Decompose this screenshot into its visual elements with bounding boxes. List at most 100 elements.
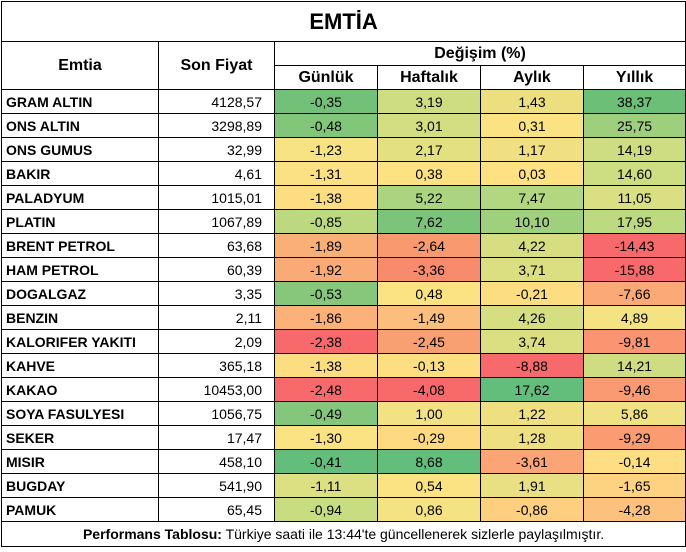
daily-change: -1,31 <box>274 161 378 186</box>
header-last-price: Son Fiyat <box>158 41 275 90</box>
last-price: 10453,00 <box>158 377 275 402</box>
yearly-change: -14,43 <box>582 233 686 258</box>
monthly-change: -3,61 <box>480 449 584 474</box>
table-row: PLATIN 1067,89 -0,85 7,62 10,10 17,95 <box>1 209 686 234</box>
yearly-change: -9,46 <box>582 377 686 402</box>
monthly-change: 4,22 <box>480 233 584 258</box>
daily-change: -0,94 <box>274 497 378 522</box>
last-price: 1056,75 <box>158 401 275 426</box>
table-title: EMTİA <box>0 1 686 42</box>
commodity-name: BAKIR <box>1 161 159 186</box>
monthly-change: -8,88 <box>480 353 584 378</box>
commodity-name: BUGDAY <box>1 473 159 498</box>
last-price: 17,47 <box>158 425 275 450</box>
monthly-change: 1,28 <box>480 425 584 450</box>
weekly-change: 0,38 <box>377 161 481 186</box>
yearly-change: -9,81 <box>582 329 686 354</box>
daily-change: -0,49 <box>274 401 378 426</box>
yearly-change: -7,66 <box>582 281 686 306</box>
weekly-change: 5,22 <box>377 185 481 210</box>
footer-text: Türkiye saati ile 13:44'te güncellenerek… <box>221 526 605 542</box>
yearly-change: 11,05 <box>582 185 686 210</box>
yearly-change: -4,28 <box>582 497 686 522</box>
commodity-name: BENZIN <box>1 305 159 330</box>
daily-change: -0,41 <box>274 449 378 474</box>
commodity-name: GRAM ALTIN <box>1 89 159 114</box>
weekly-change: 2,17 <box>377 137 481 162</box>
table-row: BAKIR 4,61 -1,31 0,38 0,03 14,60 <box>1 161 686 186</box>
daily-change: -1,38 <box>274 353 378 378</box>
weekly-change: 8,68 <box>377 449 481 474</box>
monthly-change: 4,26 <box>480 305 584 330</box>
table-row: KALORIFER YAKITI 2,09 -2,38 -2,45 3,74 -9,81 <box>1 329 686 354</box>
commodity-name: ONS GUMUS <box>1 137 159 162</box>
commodity-name: HAM PETROL <box>1 257 159 282</box>
commodity-name: PAMUK <box>1 497 159 522</box>
monthly-change: 1,91 <box>480 473 584 498</box>
table-row: GRAM ALTIN 4128,57 -0,35 3,19 1,43 38,37 <box>1 89 686 114</box>
weekly-change: 7,62 <box>377 209 481 234</box>
table-row: BRENT PETROL 63,68 -1,89 -2,64 4,22 -14,43 <box>1 233 686 258</box>
last-price: 365,18 <box>158 353 275 378</box>
weekly-change: -4,08 <box>377 377 481 402</box>
daily-change: -2,38 <box>274 329 378 354</box>
header-change: Değişim (%) <box>273 41 686 66</box>
last-price: 541,90 <box>158 473 275 498</box>
daily-change: -1,38 <box>274 185 378 210</box>
last-price: 2,09 <box>158 329 275 354</box>
table-row: SOYA FASULYESI 1056,75 -0,49 1,00 1,22 5,86 <box>1 401 686 426</box>
daily-change: -1,23 <box>274 137 378 162</box>
table-row: DOGALGAZ 3,35 -0,53 0,48 -0,21 -7,66 <box>1 281 686 306</box>
commodity-name: KAKAO <box>1 377 159 402</box>
commodity-name: PALADYUM <box>1 185 159 210</box>
weekly-change: 3,01 <box>377 113 481 138</box>
monthly-change: 1,22 <box>480 401 584 426</box>
table-row: HAM PETROL 60,39 -1,92 -3,36 3,71 -15,88 <box>1 257 686 282</box>
header-yearly: Yıllık <box>582 65 686 90</box>
weekly-change: 1,00 <box>377 401 481 426</box>
yearly-change: 4,89 <box>582 305 686 330</box>
daily-change: -1,89 <box>274 233 378 258</box>
monthly-change: 0,03 <box>480 161 584 186</box>
last-price: 1067,89 <box>158 209 275 234</box>
weekly-change: 0,86 <box>377 497 481 522</box>
last-price: 4,61 <box>158 161 275 186</box>
weekly-change: -2,45 <box>377 329 481 354</box>
last-price: 4128,57 <box>158 89 275 114</box>
header-daily: Günlük <box>274 65 378 90</box>
table-row: ONS ALTIN 3298,89 -0,48 3,01 0,31 25,75 <box>1 113 686 138</box>
commodity-name: BRENT PETROL <box>1 233 159 258</box>
yearly-change: -9,29 <box>582 425 686 450</box>
yearly-change: 17,95 <box>582 209 686 234</box>
monthly-change: 0,31 <box>480 113 584 138</box>
commodity-name: SOYA FASULYESI <box>1 401 159 426</box>
commodity-name: KAHVE <box>1 353 159 378</box>
table-row: MISIR 458,10 -0,41 8,68 -3,61 -0,14 <box>1 449 686 474</box>
commodity-name: SEKER <box>1 425 159 450</box>
header-monthly: Aylık <box>480 65 584 90</box>
last-price: 32,99 <box>158 137 275 162</box>
table-row: BUGDAY 541,90 -1,11 0,54 1,91 -1,65 <box>1 473 686 498</box>
weekly-change: 0,48 <box>377 281 481 306</box>
table-row: KAKAO 10453,00 -2,48 -4,08 17,62 -9,46 <box>1 377 686 402</box>
footer-label: Performans Tablosu: <box>82 526 222 542</box>
yearly-change: -15,88 <box>582 257 686 282</box>
header-weekly: Haftalık <box>377 65 481 90</box>
last-price: 60,39 <box>158 257 275 282</box>
header-commodity: Emtia <box>1 41 159 90</box>
daily-change: -1,86 <box>274 305 378 330</box>
daily-change: -0,48 <box>274 113 378 138</box>
yearly-change: 25,75 <box>582 113 686 138</box>
yearly-change: 38,37 <box>582 89 686 114</box>
yearly-change: -0,14 <box>582 449 686 474</box>
monthly-change: -0,21 <box>480 281 584 306</box>
table-row: BENZIN 2,11 -1,86 -1,49 4,26 4,89 <box>1 305 686 330</box>
daily-change: -1,30 <box>274 425 378 450</box>
commodity-name: PLATIN <box>1 209 159 234</box>
weekly-change: -0,29 <box>377 425 481 450</box>
weekly-change: 3,19 <box>377 89 481 114</box>
monthly-change: 17,62 <box>480 377 584 402</box>
weekly-change: -1,49 <box>377 305 481 330</box>
table-row: ONS GUMUS 32,99 -1,23 2,17 1,17 14,19 <box>1 137 686 162</box>
last-price: 2,11 <box>158 305 275 330</box>
